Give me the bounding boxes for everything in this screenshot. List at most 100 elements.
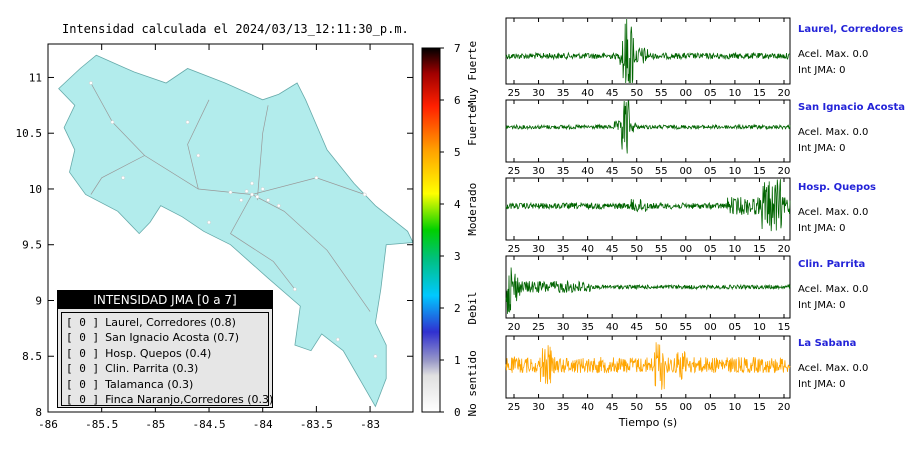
scale-label: Muy Fuerte <box>466 41 479 107</box>
seismogram-trace <box>505 342 791 390</box>
time-tick: 55 <box>655 166 668 177</box>
time-tick: 40 <box>581 402 594 413</box>
time-tick: 30 <box>532 166 545 177</box>
time-tick: 05 <box>729 322 742 333</box>
time-tick: 25 <box>508 244 521 255</box>
legend-header: INTENSIDAD JMA [0 a 7] <box>58 291 272 309</box>
time-tick: 20 <box>778 244 791 255</box>
scale-label: Moderado <box>466 183 479 236</box>
scale-tick: 5 <box>454 146 461 159</box>
station-accel: Acel. Max. 0.0 <box>798 49 869 60</box>
time-tick: 50 <box>630 244 643 255</box>
legend-row: [ 0 ] Clin. Parrita (0.3) <box>62 361 268 376</box>
station-accel: Acel. Max. 0.0 <box>798 284 869 295</box>
time-tick: 35 <box>557 244 570 255</box>
costa-rica-land <box>58 54 414 408</box>
time-tick: 25 <box>508 88 521 99</box>
seismogram-trace <box>505 267 791 314</box>
time-tick: 10 <box>729 244 742 255</box>
map-y-tick: 10 <box>29 183 42 196</box>
intensity-legend: INTENSIDAD JMA [0 a 7] [ 0 ] Laurel, Corr… <box>57 290 273 408</box>
scale-tick: 0 <box>454 406 461 419</box>
scale-tick: 7 <box>454 42 461 55</box>
time-tick: 10 <box>729 402 742 413</box>
map-y-tick: 9 <box>35 294 42 307</box>
time-tick: 15 <box>753 88 766 99</box>
seismogram-panel: 25 30 35 40 45 50 55 00 05 10 15 20 <box>505 99 791 177</box>
legend-row: [ 0 ] Hosp. Quepos (0.4) <box>62 346 268 361</box>
station-jma: Int JMA: 0 <box>798 223 846 234</box>
seismogram-trace <box>505 100 791 154</box>
time-tick: 20 <box>778 88 791 99</box>
map-y-tick: 11 <box>29 71 42 84</box>
station-accel: Acel. Max. 0.0 <box>798 363 869 374</box>
legend-intensity: [ 0 ] <box>66 331 100 345</box>
legend-intensity: [ 0 ] <box>66 316 100 329</box>
seismogram-panel: 25 30 35 40 45 50 55 00 05 10 15 20 <box>505 177 791 255</box>
time-axis-label: Tiempo (s) <box>618 416 677 429</box>
station-accel: Acel. Max. 0.0 <box>798 207 869 218</box>
seismogram-panel: 20 25 30 35 40 45 50 55 00 05 10 15 <box>505 255 791 333</box>
time-tick: 55 <box>655 244 668 255</box>
time-tick: 20 <box>778 166 791 177</box>
legend-row: [ 0 ] Finca Naranjo,Corredores (0.3) <box>62 392 273 407</box>
time-tick: 00 <box>679 88 692 99</box>
time-tick: 55 <box>679 322 692 333</box>
time-tick: 30 <box>532 402 545 413</box>
map-x-tick: -83.5 <box>300 418 333 431</box>
time-tick: 35 <box>557 402 570 413</box>
time-tick: 10 <box>729 166 742 177</box>
time-tick: 10 <box>753 322 766 333</box>
time-tick: 15 <box>778 322 791 333</box>
time-tick: 30 <box>557 322 570 333</box>
time-tick: 40 <box>581 88 594 99</box>
time-tick: 05 <box>704 402 717 413</box>
station-name: San Ignacio Acosta <box>798 102 906 113</box>
station-name: Laurel, Corredores <box>798 24 904 35</box>
legend-station: Hosp. Quepos (0.4) <box>105 346 212 360</box>
scale-tick: 1 <box>454 354 461 367</box>
time-tick: 40 <box>606 322 619 333</box>
time-tick: 50 <box>630 166 643 177</box>
scale-label: Debil <box>466 291 479 324</box>
time-tick: 45 <box>606 402 619 413</box>
time-tick: 30 <box>532 88 545 99</box>
time-tick: 35 <box>557 88 570 99</box>
time-tick: 00 <box>679 166 692 177</box>
scale-bar <box>421 47 441 413</box>
legend-intensity: [ 0 ] <box>66 392 100 406</box>
time-tick: 40 <box>581 244 594 255</box>
map-x-tick: -84.5 <box>192 418 225 431</box>
time-tick: 15 <box>753 244 766 255</box>
time-tick: 45 <box>606 166 619 177</box>
seismogram-panel: 25 30 35 40 45 50 55 00 05 10 15 20 <box>505 17 791 99</box>
station-jma: Int JMA: 0 <box>798 379 846 390</box>
seismogram-trace <box>505 18 791 84</box>
seismogram-trace <box>505 179 791 232</box>
time-tick: 50 <box>630 88 643 99</box>
time-tick: 00 <box>679 244 692 255</box>
legend-station: San Ignacio Acosta (0.7) <box>105 331 240 345</box>
legend-station: Laurel, Corredores (0.8) <box>105 316 236 329</box>
map-y-tick: 8.5 <box>22 350 42 363</box>
map-y-tick: 8 <box>35 406 42 419</box>
station-name: La Sabana <box>798 338 857 349</box>
time-tick: 20 <box>508 322 521 333</box>
time-tick: 45 <box>606 244 619 255</box>
map-x-tick: -85.5 <box>85 418 118 431</box>
station-jma: Int JMA: 0 <box>798 143 846 154</box>
legend-station: Clin. Parrita (0.3) <box>105 362 199 376</box>
map-x-tick: -85 <box>145 418 165 431</box>
legend-list: [ 0 ] Laurel, Corredores (0.8) [ 0 ] San Ig… <box>61 312 273 407</box>
legend-station: Finca Naranjo,Corredores (0.3) <box>105 392 274 406</box>
map-x-tick: -86 <box>38 418 58 431</box>
station-jma: Int JMA: 0 <box>798 300 846 311</box>
scale-tick: 3 <box>454 250 461 263</box>
station-jma: Int JMA: 0 <box>798 65 846 76</box>
time-tick: 10 <box>729 88 742 99</box>
time-tick: 00 <box>704 322 717 333</box>
legend-row: [ 0 ] Talamanca (0.3) <box>62 377 268 392</box>
time-tick: 55 <box>655 88 668 99</box>
